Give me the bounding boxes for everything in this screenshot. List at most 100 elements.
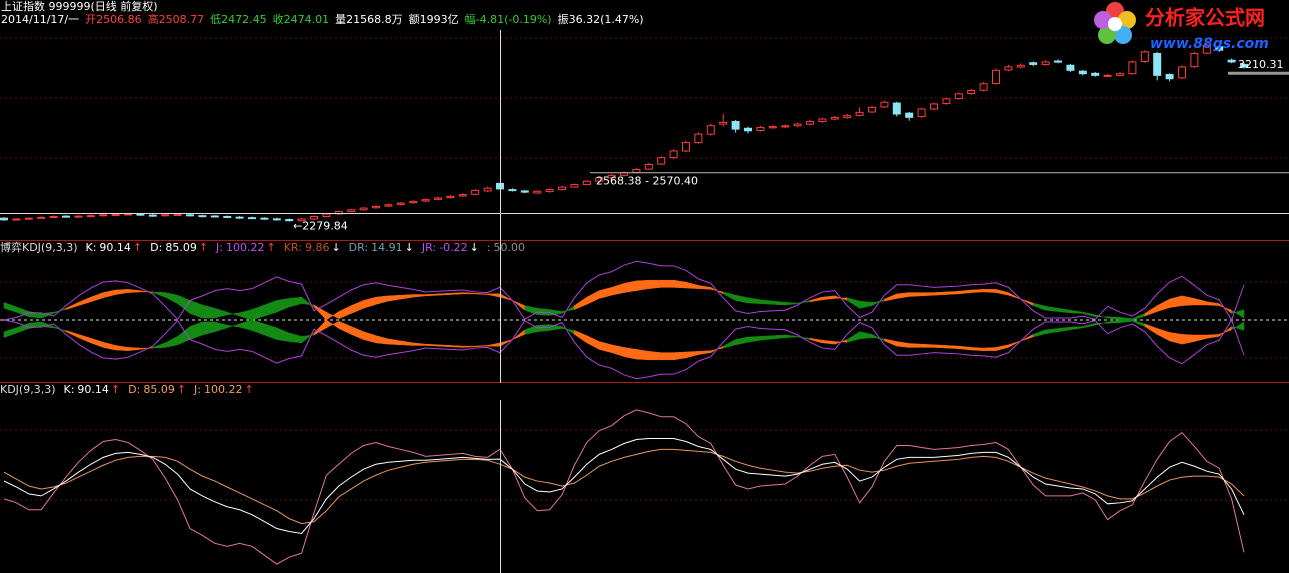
ribbon-segment	[1057, 307, 1071, 314]
readout-value: 100.22	[204, 383, 243, 396]
ribbon-segment	[846, 297, 860, 309]
readout-value: 100.22	[226, 241, 265, 254]
quote-item: 开2506.86	[85, 13, 142, 26]
readout-value: 9.86	[305, 241, 330, 254]
candle-body	[347, 209, 356, 212]
candle-body	[508, 189, 517, 192]
candle-body	[657, 157, 666, 165]
candle-body	[967, 89, 976, 95]
ribbon-segment	[412, 342, 426, 346]
ribbon-segment	[474, 292, 488, 295]
ribbon-segment	[487, 342, 501, 347]
candle-body	[979, 83, 988, 91]
ribbon-segment	[908, 343, 922, 348]
ribbon-segment	[1206, 301, 1220, 306]
ribbon-segment	[412, 294, 426, 298]
candle-body	[706, 125, 715, 135]
candle-body	[0, 217, 8, 221]
candle-body	[830, 116, 839, 120]
ribbon-segment	[499, 339, 513, 347]
ribbon-segment	[1231, 309, 1245, 319]
readout-name: DR:	[349, 241, 368, 254]
ribbon-segment	[921, 343, 935, 348]
ribbon-segment	[127, 347, 141, 351]
candle-body	[570, 184, 579, 188]
ribbon-segment	[1194, 334, 1208, 342]
candle-body	[930, 103, 938, 110]
candle-body	[223, 215, 232, 218]
ribbon-segment	[735, 294, 749, 304]
ribbon-segment	[115, 345, 129, 351]
candle-body	[372, 205, 380, 209]
ribbon-segment	[685, 281, 699, 289]
ribbon-segment	[636, 279, 650, 291]
candle-body	[1054, 60, 1062, 63]
ribbon-segment	[1181, 295, 1195, 306]
ribbon-segment	[859, 300, 873, 309]
logo-flower	[1094, 2, 1136, 44]
candle-body	[124, 213, 132, 216]
ribbon-segment	[1032, 302, 1046, 311]
plots: 2568.38 - 2570.40 ←2279.84 3210.31 博弈KDJ(9,…	[0, 43, 1289, 565]
candle-body	[892, 102, 901, 115]
ribbon-segment	[1169, 332, 1183, 345]
ribbon-segment	[983, 289, 997, 293]
candle-body	[818, 118, 827, 123]
ribbon-segment	[462, 345, 476, 348]
ribbon-segment	[65, 330, 79, 339]
candle-body	[359, 207, 368, 211]
ribbon-segment	[90, 292, 104, 303]
candle-body	[992, 69, 1000, 84]
indicator-title: KDJ(9,3,3)	[0, 383, 56, 396]
ribbon-segment	[1156, 328, 1170, 342]
candle-body	[186, 214, 194, 217]
readout-value: 85.09	[143, 383, 175, 396]
logo: 分析家公式网 www.88gs.com	[1094, 2, 1269, 52]
readout-name: D:	[128, 383, 140, 396]
ribbon-segment	[487, 293, 501, 298]
envelope-line	[3, 318, 1245, 380]
quote-item: 幅-4.81(-0.19%)	[465, 13, 552, 26]
candle-body	[731, 121, 740, 130]
ribbon-segment	[1119, 319, 1133, 323]
candle-body	[1066, 64, 1075, 71]
candle-body	[682, 142, 690, 152]
ribbon-segment	[1156, 298, 1170, 312]
candle-body	[12, 218, 21, 221]
candle-body	[148, 214, 157, 217]
ribbon-segment	[611, 344, 625, 357]
candle-body	[558, 186, 566, 191]
ribbon-segment	[598, 341, 612, 353]
candle-body	[855, 111, 864, 116]
ribbon-segment	[102, 341, 116, 351]
ribbon-segment	[115, 289, 129, 295]
candle-body	[595, 177, 604, 182]
candle-body	[1178, 66, 1186, 79]
ribbon-segment	[375, 335, 389, 345]
readout-arrow: ↑	[245, 383, 254, 396]
ribbon-segment	[1107, 316, 1121, 321]
candle-body	[471, 189, 480, 195]
candle-body	[37, 216, 46, 219]
candle-body	[868, 106, 876, 113]
logo-url: www.88gs.com	[1150, 36, 1269, 52]
ribbon-segment	[251, 319, 265, 336]
candle-body	[86, 215, 95, 218]
readout-value: 50.00	[494, 241, 526, 254]
ribbon-segment	[214, 307, 228, 319]
ribbon-segment	[660, 279, 674, 288]
readout-value: 90.14	[99, 241, 131, 254]
ribbon-segment	[1218, 303, 1232, 314]
ribbon-segment	[264, 300, 278, 317]
ribbon-segment	[202, 321, 216, 336]
quote-item: 2014/11/17/一	[1, 13, 79, 26]
ribbon-segment	[698, 285, 712, 290]
quote-line: 2014/11/17/一 开2506.86 高2508.77 低2472.45 收247…	[1, 12, 644, 26]
kdj-line	[3, 438, 1245, 534]
kdj-line	[3, 448, 1245, 525]
ribbon-segment	[586, 290, 600, 305]
candle-body	[434, 197, 442, 200]
candle-body	[111, 213, 120, 216]
ribbon-segment	[921, 292, 935, 297]
candle-body	[533, 190, 542, 194]
